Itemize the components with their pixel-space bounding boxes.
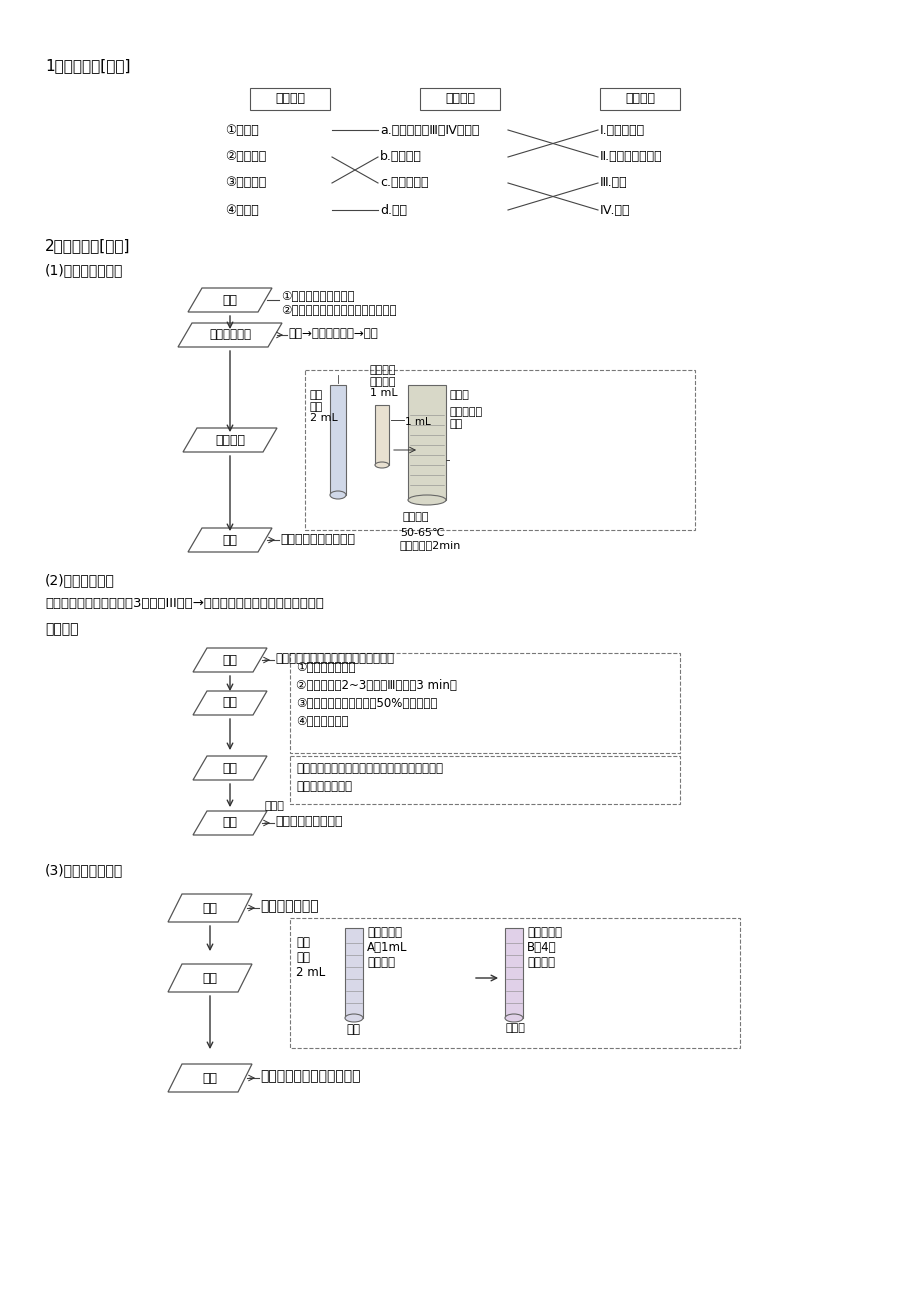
Text: 2．实验步骤[填图]: 2．实验步骤[填图] — [45, 238, 130, 253]
Text: 50-65℃
温水中加热2min: 50-65℃ 温水中加热2min — [400, 529, 460, 549]
FancyBboxPatch shape — [407, 385, 446, 500]
Polygon shape — [193, 811, 267, 835]
Text: ①葡萄糖: ①葡萄糖 — [225, 124, 258, 137]
Ellipse shape — [505, 1014, 522, 1022]
Text: a.正确云苏丹Ⅲ（Ⅳ）染液: a.正确云苏丹Ⅲ（Ⅳ）染液 — [380, 124, 479, 137]
Text: 选材: 选材 — [222, 654, 237, 667]
Text: b.斐林试剂: b.斐林试剂 — [380, 151, 422, 164]
Text: ②马铃薯汁: ②马铃薯汁 — [225, 151, 266, 164]
Text: 1．实验原理[连线]: 1．实验原理[连线] — [45, 59, 130, 73]
Text: ④制成临时装片: ④制成临时装片 — [296, 715, 348, 728]
Text: 花生种子中含有脂肪: 花生种子中含有脂肪 — [275, 815, 342, 828]
Polygon shape — [193, 691, 267, 715]
Text: 正确云: 正确云 — [449, 391, 470, 400]
Text: 正确云: 正确云 — [505, 1023, 526, 1032]
Text: 刚配制的
斐林试剂
1 mL: 刚配制的 斐林试剂 1 mL — [369, 365, 397, 398]
Text: ②颜色：白色或近于白色的植物组织: ②颜色：白色或近于白色的植物组织 — [280, 303, 396, 316]
Text: 呈现蓝色: 呈现蓝色 — [403, 512, 429, 522]
Text: 组织
样液
2 mL: 组织 样液 2 mL — [310, 391, 337, 423]
Text: 无色: 无色 — [346, 1023, 359, 1036]
Text: ③花生子叶: ③花生子叶 — [225, 177, 266, 190]
Text: ②在薄片上滴2~3滴苏丹Ⅲ染液（3 min）: ②在薄片上滴2~3滴苏丹Ⅲ染液（3 min） — [296, 680, 457, 691]
Polygon shape — [168, 1064, 252, 1092]
Text: ④鸡蛋清: ④鸡蛋清 — [225, 203, 258, 216]
Text: 使用试剂: 使用试剂 — [445, 92, 474, 105]
Text: (2)脂肪的检测：: (2)脂肪的检测： — [45, 573, 115, 587]
Text: 在低倍显微镜下找到已着色的圆形小颗粒，然后: 在低倍显微镜下找到已着色的圆形小颗粒，然后 — [296, 762, 443, 775]
Text: c.双缩脲试剂: c.双缩脲试剂 — [380, 177, 428, 190]
FancyBboxPatch shape — [375, 405, 389, 465]
Text: 方法二：: 方法二： — [45, 622, 78, 635]
FancyBboxPatch shape — [345, 928, 363, 1018]
Text: 双缩脲试剂
A液1mL
振荡摇匀: 双缩脲试剂 A液1mL 振荡摇匀 — [367, 926, 407, 969]
FancyBboxPatch shape — [289, 918, 739, 1048]
Polygon shape — [193, 756, 267, 780]
Text: Ⅰ.砖红色沉淀: Ⅰ.砖红色沉淀 — [599, 124, 644, 137]
Text: 颜色反应: 颜色反应 — [215, 434, 244, 447]
FancyBboxPatch shape — [250, 89, 330, 109]
Ellipse shape — [330, 491, 346, 499]
Text: 结论: 结论 — [222, 816, 237, 829]
Text: 组织样液中含有还原糖: 组织样液中含有还原糖 — [279, 533, 355, 546]
Text: 生成砖红色
沉淀: 生成砖红色 沉淀 — [449, 408, 482, 428]
Text: 正确云: 正确云 — [265, 801, 285, 811]
Text: ①成分：还原糖含量高: ①成分：还原糖含量高 — [280, 290, 354, 303]
Text: (3)蛋白质的检测：: (3)蛋白质的检测： — [45, 863, 123, 878]
Polygon shape — [183, 428, 277, 452]
Polygon shape — [187, 529, 272, 552]
Text: 制备组织样液: 制备组织样液 — [209, 328, 251, 341]
FancyBboxPatch shape — [599, 89, 679, 109]
Text: Ⅳ.紫色: Ⅳ.紫色 — [599, 203, 630, 216]
FancyBboxPatch shape — [305, 370, 694, 530]
Polygon shape — [168, 894, 252, 922]
Text: ③去浮色（用体积分数为50%酒精溶液）: ③去浮色（用体积分数为50%酒精溶液） — [296, 697, 437, 710]
FancyBboxPatch shape — [330, 385, 346, 495]
FancyBboxPatch shape — [505, 928, 522, 1018]
Text: d.碘液: d.碘液 — [380, 203, 406, 216]
Polygon shape — [177, 323, 282, 348]
Text: 检测: 检测 — [202, 971, 217, 984]
Polygon shape — [187, 288, 272, 312]
FancyBboxPatch shape — [289, 654, 679, 753]
Text: 组织
样液
2 mL: 组织 样液 2 mL — [296, 936, 325, 979]
Ellipse shape — [375, 462, 389, 467]
Text: 1 mL: 1 mL — [404, 417, 430, 427]
Text: ①取最理想的薄片: ①取最理想的薄片 — [296, 661, 355, 674]
Text: 大豆组织研磨液: 大豆组织研磨液 — [260, 898, 318, 913]
Ellipse shape — [345, 1014, 363, 1022]
Text: 双缩脲试剂
B液4滴
变成紫色: 双缩脲试剂 B液4滴 变成紫色 — [527, 926, 562, 969]
FancyBboxPatch shape — [289, 756, 679, 805]
Text: 方法一：花生种子匀浆＋3滴苏丹III染液→观察匀浆被染色情况（橘黄色）。: 方法一：花生种子匀浆＋3滴苏丹III染液→观察匀浆被染色情况（橘黄色）。 — [45, 598, 323, 611]
Text: 检测物质: 检测物质 — [275, 92, 305, 105]
Text: 观察: 观察 — [222, 762, 237, 775]
Text: (1)还原糖的检测：: (1)还原糖的检测： — [45, 263, 123, 277]
Text: 选材: 选材 — [202, 901, 217, 914]
Polygon shape — [193, 648, 267, 672]
Text: 大豆组织样液中含有蛋白质: 大豆组织样液中含有蛋白质 — [260, 1069, 360, 1083]
Text: Ⅲ.蓝色: Ⅲ.蓝色 — [599, 177, 627, 190]
Text: 换高倍显微镜观察: 换高倍显微镜观察 — [296, 780, 352, 793]
Text: 制片: 制片 — [222, 697, 237, 710]
Ellipse shape — [407, 495, 446, 505]
Text: 颜色变化: 颜色变化 — [624, 92, 654, 105]
Text: 结论: 结论 — [222, 534, 237, 547]
Text: 结论: 结论 — [202, 1072, 217, 1085]
Text: 选材: 选材 — [222, 293, 237, 306]
Text: 将花生种子（浸泡过的）子叶削成薄片: 将花生种子（浸泡过的）子叶削成薄片 — [275, 652, 393, 665]
FancyBboxPatch shape — [420, 89, 499, 109]
Polygon shape — [168, 963, 252, 992]
Text: Ⅱ.橘黄色（红色）: Ⅱ.橘黄色（红色） — [599, 151, 662, 164]
Text: 制浆→一层纱布过滤→取液: 制浆→一层纱布过滤→取液 — [288, 327, 378, 340]
